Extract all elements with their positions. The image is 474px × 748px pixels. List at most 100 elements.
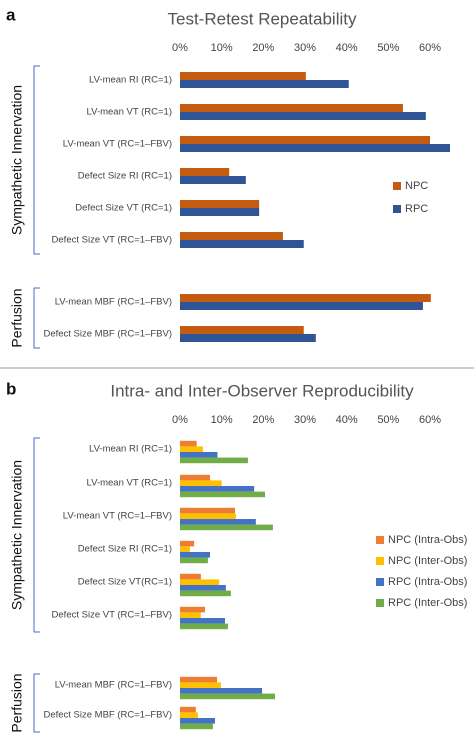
x-tick-label: 0% [172, 414, 188, 426]
bar [180, 168, 230, 176]
category-label: Defect Size VT (RC=1–FBV) [52, 610, 172, 621]
legend-label: NPC (Inter-Obs) [388, 555, 467, 567]
category-label: Defect Size MBF (RC=1–FBV) [43, 710, 172, 721]
category-label: Defect Size RI (RC=1) [78, 544, 172, 555]
bar [180, 676, 218, 683]
bar [180, 552, 210, 558]
bar [180, 491, 265, 498]
category-label: LV-mean MBF (RC=1–FBV) [55, 680, 172, 691]
bar [180, 712, 198, 718]
legend-label: RPC (Inter-Obs) [388, 597, 467, 609]
bar [180, 718, 215, 724]
bar [180, 112, 426, 120]
category-label: LV-mean VT (RC=1) [87, 478, 172, 489]
bar [180, 573, 201, 580]
x-tick-label: 30% [294, 414, 316, 426]
bar [180, 693, 275, 700]
legend-swatch [393, 205, 401, 213]
bar [180, 326, 304, 334]
category-label: LV-mean RI (RC=1) [89, 444, 172, 455]
group-bracket [33, 65, 40, 255]
x-tick-label: 60% [419, 414, 441, 426]
category-label: LV-mean VT (RC=1–FBV) [63, 139, 172, 150]
x-tick-label: 10% [211, 42, 233, 54]
x-tick-label: 20% [252, 414, 274, 426]
group-label: Sympathetic Innervation [9, 85, 25, 235]
bar [180, 507, 235, 514]
bar [180, 334, 316, 342]
bar [180, 688, 263, 694]
legend-label: RPC [405, 203, 428, 215]
bar [180, 557, 208, 564]
category-label: Defect Size VT (RC=1) [75, 203, 172, 214]
bar [180, 546, 190, 552]
bar [180, 723, 213, 730]
legend-swatch [376, 557, 384, 565]
group-bracket [33, 673, 40, 733]
bar [180, 302, 423, 310]
category-label: Defect Size MBF (RC=1–FBV) [43, 329, 172, 340]
legend-label: NPC [405, 180, 428, 192]
bar [180, 486, 255, 492]
bar [180, 104, 403, 112]
chart-title: Intra- and Inter-Observer Reproducibilit… [110, 381, 414, 400]
panel-letter: a [6, 5, 16, 24]
legend-label: RPC (Intra-Obs) [388, 576, 467, 588]
x-tick-label: 20% [252, 42, 274, 54]
bar [180, 618, 225, 624]
bar [180, 590, 231, 597]
bar [180, 623, 228, 630]
group-label: Sympathetic Innervation [9, 460, 25, 610]
bar [180, 457, 248, 464]
bar [180, 232, 283, 240]
bar [180, 440, 197, 447]
bar [180, 519, 256, 525]
x-tick-label: 40% [336, 42, 358, 54]
bar [180, 136, 430, 144]
panel-letter: b [6, 379, 16, 398]
bar [180, 612, 201, 618]
bar [180, 240, 304, 248]
bar [180, 606, 205, 613]
bar [180, 72, 306, 80]
legend-swatch [376, 536, 384, 544]
bar [180, 706, 196, 713]
category-label: Defect Size VT (RC=1–FBV) [52, 235, 172, 246]
bar [180, 200, 260, 208]
bar [180, 452, 218, 458]
legend-label: NPC (Intra-Obs) [388, 534, 467, 546]
bar [180, 540, 195, 547]
x-tick-label: 60% [419, 42, 441, 54]
category-label: Defect Size RI (RC=1) [78, 171, 172, 182]
legend-swatch [376, 578, 384, 586]
bar [180, 524, 273, 531]
group-label: Perfusion [9, 288, 25, 347]
category-label: LV-mean VT (RC=1) [87, 107, 172, 118]
group-bracket [33, 287, 40, 349]
group-label: Perfusion [9, 673, 25, 732]
category-label: Defect Size VT(RC=1) [78, 577, 172, 588]
bar [180, 682, 221, 688]
bar [180, 446, 203, 452]
category-label: LV-mean RI (RC=1) [89, 75, 172, 86]
x-tick-label: 50% [377, 42, 399, 54]
x-tick-label: 30% [294, 42, 316, 54]
bar [180, 474, 210, 481]
category-label: LV-mean VT (RC=1–FBV) [63, 511, 172, 522]
chart-title: Test-Retest Repeatability [168, 9, 357, 28]
bar [180, 513, 236, 519]
x-tick-label: 10% [211, 414, 233, 426]
x-tick-label: 50% [377, 414, 399, 426]
bar [180, 208, 260, 216]
bar [180, 144, 450, 152]
category-label: LV-mean MBF (RC=1–FBV) [55, 297, 172, 308]
bar [180, 585, 226, 591]
bar [180, 480, 222, 486]
legend-swatch [393, 182, 401, 190]
x-tick-label: 0% [172, 42, 188, 54]
bar [180, 80, 349, 88]
bar [180, 176, 246, 184]
bar [180, 579, 220, 585]
group-bracket [33, 437, 40, 633]
